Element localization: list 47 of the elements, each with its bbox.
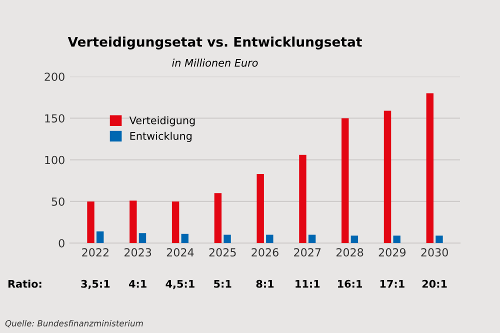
text: 4:1 <box>128 280 146 288</box>
bar <box>256 174 264 244</box>
text: 20:1 <box>422 280 447 288</box>
bar <box>87 201 94 244</box>
bar <box>172 201 180 244</box>
text: 11:1 <box>296 280 320 288</box>
x-tick-label: 2030 <box>421 248 448 257</box>
x-tick-label: 2027 <box>294 248 321 257</box>
legend-label: Verteidigung <box>129 116 195 126</box>
y-tick-label: 200 <box>44 72 64 81</box>
y-tick-label: 150 <box>45 114 64 123</box>
x-tick-label: 2024 <box>166 248 194 257</box>
bar <box>384 110 392 244</box>
bar <box>350 236 358 244</box>
chart-title: Verteidigungsetat vs. Entwicklungsetat <box>68 36 362 50</box>
y-tick-label: 0 <box>58 239 64 248</box>
bar <box>224 234 231 244</box>
bar <box>299 154 306 244</box>
x-tick-label: 2023 <box>124 248 152 257</box>
text: 4,5:1 <box>166 280 194 290</box>
bar <box>214 193 222 244</box>
x-tick-label: 2028 <box>336 248 364 257</box>
bar <box>436 236 443 244</box>
y-tick-label: 50 <box>52 197 64 206</box>
text: 17:1 <box>380 280 404 288</box>
source-note: Quelle: Bundesfinanzministerium <box>5 320 143 328</box>
bar <box>96 231 104 244</box>
x-tick-label: 2025 <box>209 248 236 257</box>
y-tick-label: 100 <box>45 156 64 164</box>
x-tick-label: 2022 <box>82 248 108 257</box>
text: 16:1 <box>338 280 362 288</box>
text: 3,5:1 <box>81 280 110 290</box>
bar <box>426 93 434 244</box>
bar <box>266 234 274 244</box>
bar <box>138 233 146 244</box>
text: 8:1 <box>256 280 274 288</box>
text: 5:1 <box>214 280 232 288</box>
bar <box>393 236 400 244</box>
x-tick-label: 2026 <box>252 248 278 257</box>
x-tick-label: 2029 <box>378 248 406 257</box>
chart-subtitle: in Millionen Euro <box>172 58 258 67</box>
text: Ratio: <box>8 280 42 288</box>
legend-label: Entwicklung <box>130 132 192 142</box>
bar <box>308 234 316 244</box>
bar <box>181 234 188 244</box>
bar <box>130 200 137 244</box>
bar <box>342 118 349 244</box>
